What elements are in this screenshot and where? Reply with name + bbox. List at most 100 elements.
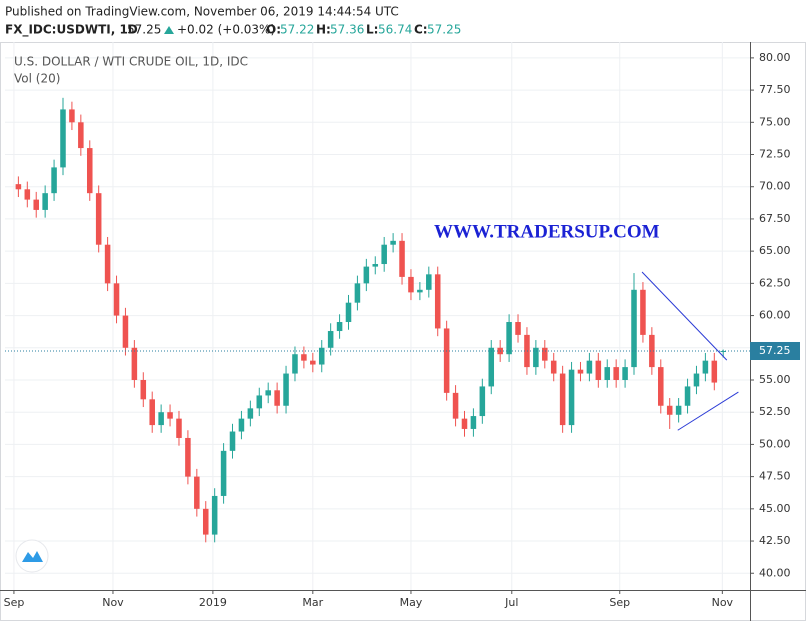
candle-body: [604, 367, 611, 380]
y-tick-label: 50.00: [759, 437, 791, 450]
candle-body: [60, 109, 66, 168]
candle-body: [693, 373, 700, 387]
candle-body: [506, 322, 512, 355]
y-tick-label: 65.00: [759, 244, 791, 257]
candle-body: [381, 244, 387, 265]
candle-body: [443, 328, 450, 393]
close-label: C:: [414, 23, 428, 37]
candle-body: [533, 347, 539, 368]
candle-body: [354, 283, 361, 303]
candle-body: [720, 350, 726, 352]
candle-body: [220, 450, 227, 496]
frame: [0, 42, 806, 621]
candle-body: [265, 390, 271, 396]
candle-body: [577, 369, 584, 374]
x-tick-label: Jul: [504, 596, 518, 609]
y-tick-label: 80.00: [759, 51, 791, 64]
candle-body: [15, 184, 22, 190]
candle-body: [515, 322, 521, 335]
candle-body: [113, 283, 120, 316]
candle-body: [666, 405, 673, 415]
candle-body: [176, 418, 182, 438]
y-tick-label: 47.50: [759, 470, 791, 483]
y-tick-label: 75.00: [759, 115, 791, 128]
candle-body: [372, 264, 379, 267]
candle-body: [613, 367, 619, 380]
y-tick-label: 67.50: [759, 212, 791, 225]
candle-body: [149, 399, 155, 426]
marks: [5, 97, 750, 543]
change: +0.02 (+0.03%): [177, 23, 275, 37]
candle-body: [426, 274, 432, 290]
high-value: 57.36: [330, 23, 364, 37]
candle-body: [649, 334, 655, 368]
candle-body: [595, 360, 602, 380]
candle-body: [194, 476, 200, 509]
candle-body: [417, 289, 423, 293]
close-value: 57.25: [427, 23, 461, 37]
candle-body: [167, 412, 173, 419]
candle-body: [131, 347, 138, 380]
candle-body: [550, 360, 557, 374]
candle-body: [301, 354, 307, 361]
candle-body: [702, 360, 709, 374]
candle-body: [318, 347, 325, 365]
series-title: U.S. DOLLAR / WTI CRUDE OIL, 1D, IDC: [14, 55, 248, 69]
candle-body: [390, 240, 396, 245]
candle-body: [568, 369, 575, 426]
candle-body: [211, 495, 218, 535]
indicator-label: Vol (20): [14, 72, 60, 86]
candle-body: [399, 240, 405, 277]
symbol: FX_IDC:USDWTI, 1D: [5, 23, 138, 38]
x-tick-label: Nov: [712, 596, 734, 609]
y-tick-label: 77.50: [759, 83, 791, 96]
tv-logo: [15, 539, 49, 573]
candle-body: [292, 354, 298, 374]
candle-body: [95, 193, 102, 245]
candle-body: [274, 390, 280, 406]
candle-body: [461, 418, 468, 429]
candle-body: [78, 122, 84, 149]
candle-body: [69, 109, 75, 123]
candle-body: [24, 189, 31, 200]
candle-body: [256, 395, 263, 409]
y-tick-label: 40.00: [759, 566, 791, 579]
candle-body: [524, 334, 530, 368]
x-tick-label: 2019: [199, 596, 227, 609]
y-tick-label: 70.00: [759, 180, 791, 193]
open-value: 57.22: [280, 23, 314, 37]
candle-body: [586, 360, 593, 374]
candle-body: [470, 416, 477, 429]
candle-body: [86, 148, 93, 194]
candle-body: [622, 367, 628, 380]
grid: [5, 42, 754, 594]
last-price-box: [750, 341, 800, 360]
x-tick-label: Sep: [4, 596, 25, 609]
candle-body: [631, 289, 637, 368]
candle-body: [202, 508, 209, 535]
candle-body: [51, 167, 57, 194]
y-tick-label: 72.50: [759, 148, 791, 161]
x-tick-label: May: [400, 596, 423, 609]
candle-body: [542, 347, 548, 361]
y-tick-label: 52.50: [759, 405, 791, 418]
candle-body: [488, 347, 495, 387]
candle-body: [122, 315, 129, 348]
candle-body: [247, 408, 254, 419]
x-tick-label: Sep: [609, 596, 630, 609]
candle-body: [345, 302, 352, 323]
candle-body: [336, 322, 343, 332]
x-tick-label: Mar: [302, 596, 323, 609]
candle-body: [158, 412, 164, 426]
candle-body: [479, 386, 486, 417]
y-tick-label: 42.50: [759, 534, 791, 547]
trendline: [677, 391, 739, 431]
watermark: WWW.TRADERSUP.COM: [434, 221, 660, 242]
published-line: Published on TradingView.com, November 0…: [5, 5, 399, 19]
up-arrow: [164, 26, 174, 34]
candle-body: [452, 392, 459, 419]
y-tick-label: 45.00: [759, 502, 791, 515]
candle-body: [140, 379, 147, 400]
last-price-label: 57.25: [759, 344, 791, 357]
